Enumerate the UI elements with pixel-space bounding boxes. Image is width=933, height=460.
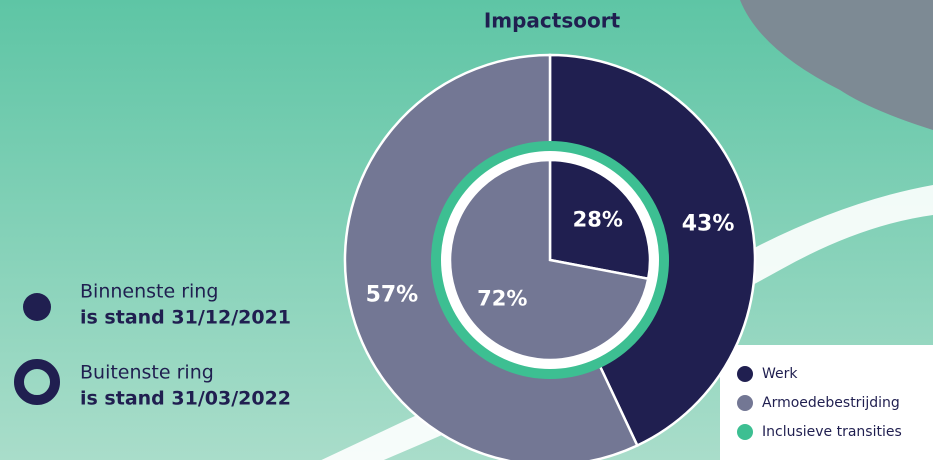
outer-ring-icon (14, 359, 60, 405)
legend-swatch (737, 395, 753, 411)
pie-slice (548, 158, 652, 281)
data-label: 57% (366, 282, 419, 307)
legend: Binnenste ring is stand 31/12/2021 Buitens… (14, 281, 902, 440)
data-label: 72% (477, 287, 527, 311)
ring-legend-detail: is stand 31/12/2021 (80, 307, 291, 329)
data-label: 43% (682, 212, 735, 237)
legend-label: Werk (762, 366, 798, 382)
ring-legend-name: Buitenste ring (80, 362, 214, 384)
legend-label: Inclusieve transities (762, 424, 902, 440)
legend-swatch (737, 424, 753, 440)
separator-ring (431, 141, 669, 379)
pie-slice (448, 158, 650, 362)
chart-title: Impactsoort (484, 9, 621, 33)
ring-legend-name: Binnenste ring (80, 281, 218, 303)
pie: 43% 57% 28% 72% (343, 53, 757, 460)
data-label: 28% (573, 207, 623, 231)
photo (740, 0, 933, 130)
legend-swatch (737, 366, 753, 382)
legend-box (720, 345, 933, 460)
inner-ring-icon (23, 293, 51, 321)
ring-legend-detail: is stand 31/03/2022 (80, 388, 291, 410)
legend-label: Armoedebestrijding (762, 395, 900, 411)
